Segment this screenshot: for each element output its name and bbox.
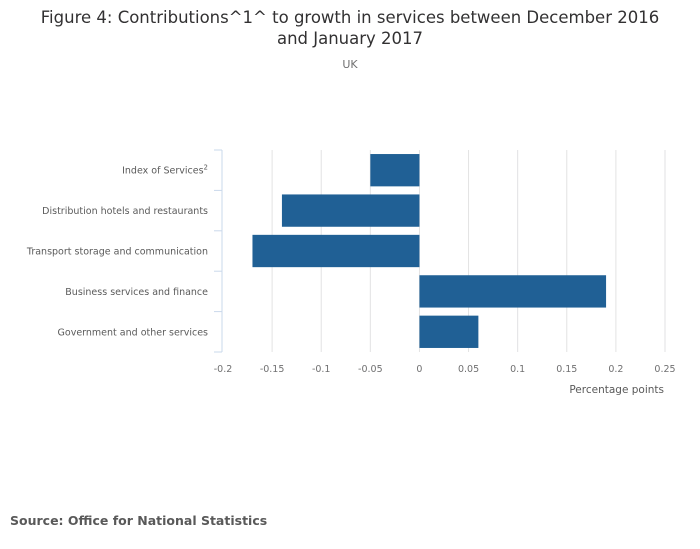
bar <box>281 194 420 227</box>
category-label: Distribution hotels and restaurants <box>42 206 208 217</box>
chart-title-line-2: and January 2017 <box>276 29 424 48</box>
category-label: Business services and finance <box>65 287 208 298</box>
category-label: Government and other services <box>58 327 209 338</box>
category-label: Transport storage and communication <box>26 247 208 258</box>
x-tick-label: 0.25 <box>654 364 675 375</box>
y-axis-category-labels: Index of Services2 Distribution hotels an… <box>26 164 208 339</box>
y-axis <box>214 149 223 353</box>
x-tick-label: 0.05 <box>458 364 479 375</box>
chart-subtitle: UK <box>342 58 358 71</box>
x-tick-label: -0.05 <box>358 364 383 375</box>
bar <box>252 234 420 268</box>
x-tick-label: -0.2 <box>214 364 233 375</box>
x-tick-label: -0.15 <box>260 364 285 375</box>
x-tick-label: 0.15 <box>556 364 577 375</box>
x-tick-label: -0.1 <box>312 364 331 375</box>
x-tick-label: 0 <box>416 364 422 375</box>
x-axis-title: Percentage points <box>569 384 664 396</box>
source-note: Source: Office for National Statistics <box>10 513 268 528</box>
bar <box>419 275 607 308</box>
bar <box>419 315 479 348</box>
x-tick-label: 0.2 <box>608 364 623 375</box>
x-axis-tick-labels: -0.2 -0.15 -0.1 -0.05 0 0.05 0.1 0.15 0.2 0.25 <box>214 364 676 375</box>
x-tick-label: 0.1 <box>510 364 525 375</box>
bars <box>252 154 607 348</box>
bar <box>370 154 420 187</box>
category-label: Index of Services2 <box>122 164 208 177</box>
chart-title-line-1: Figure 4: Contributions^1^ to growth in … <box>40 8 660 27</box>
chart-title: Figure 4: Contributions^1^ to growth in … <box>0 7 700 49</box>
